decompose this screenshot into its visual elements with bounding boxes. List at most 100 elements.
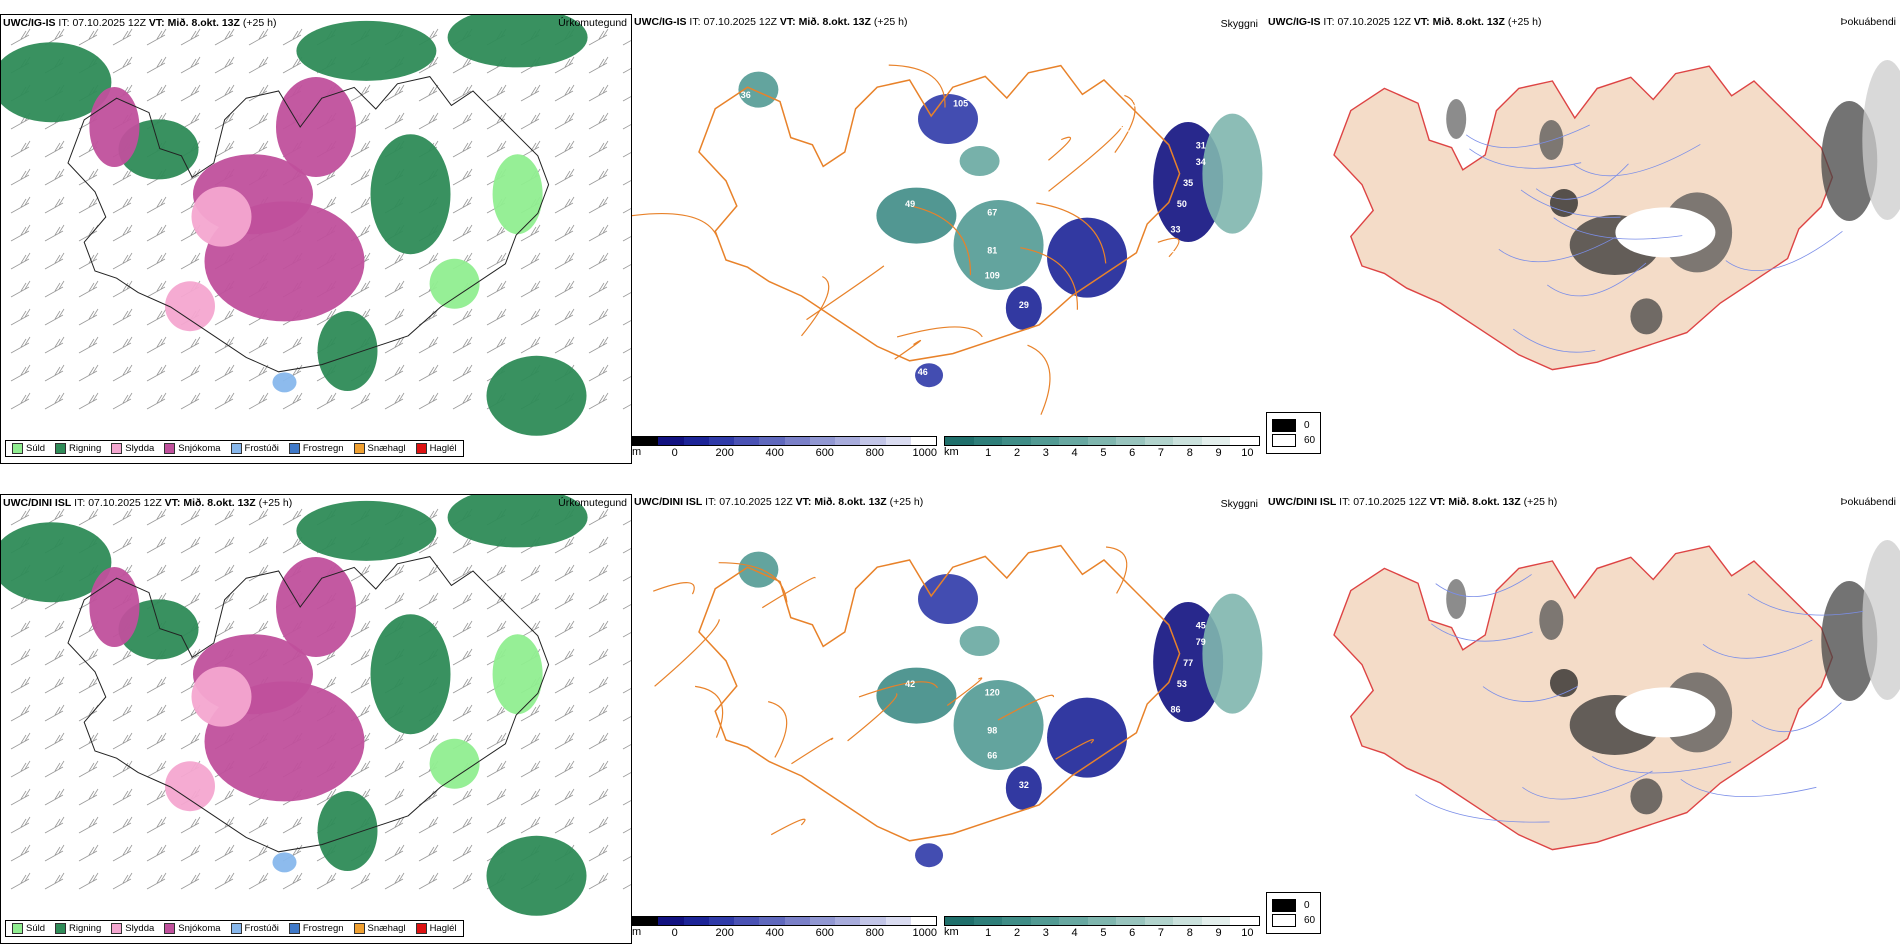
legend-swatch (1272, 914, 1296, 927)
wind-barb (623, 537, 631, 553)
wind-barb (147, 537, 166, 553)
wind-barb (249, 337, 268, 353)
wind-barb (453, 393, 472, 409)
wind-barb (181, 873, 200, 889)
wind-barb (147, 309, 166, 325)
wind-barb (113, 393, 132, 409)
wind-barb (589, 85, 608, 101)
legend-swatch (289, 923, 300, 934)
colorbar-segment (1202, 437, 1231, 445)
legend-swatch (1272, 434, 1296, 447)
wind-barb (589, 197, 608, 213)
colorbar-segment (709, 917, 734, 925)
precip-area (487, 356, 587, 436)
wind-barb (419, 253, 438, 269)
legend-entry: Slydda (111, 923, 154, 934)
legend-label: Rigning (69, 923, 101, 934)
visibility-area (1202, 114, 1262, 234)
panel-title: Þokuábendi (1841, 16, 1896, 28)
wind-barb (623, 169, 631, 185)
wind-barb (215, 565, 234, 581)
wind-barb (45, 281, 64, 297)
wind-barb (623, 225, 631, 241)
fog-legend: 0 60 (1266, 412, 1321, 454)
legend-label: Haglél (430, 923, 457, 934)
wind-barb (113, 509, 132, 525)
wind-barb (181, 85, 200, 101)
wind-barb (45, 197, 64, 213)
panel-header: UWC/DINI ISL IT: 07.10.2025 12Z VT: Mið.… (634, 496, 923, 508)
wind-barb (555, 253, 574, 269)
colorbar-segment (1202, 917, 1231, 925)
wind-barb (555, 169, 574, 185)
colorbar-km: km 1 2 3 4 5 6 7 8 9 10 (944, 436, 1260, 460)
wind-barb (555, 677, 574, 693)
legend-entry: Rigning (55, 443, 101, 454)
legend-label: Rigning (69, 443, 101, 454)
wind-barb (385, 789, 404, 805)
wind-barb (351, 197, 370, 213)
wind-barb (623, 509, 631, 525)
wind-barb (487, 817, 506, 833)
precip-type-panel-top: UWC/IG-IS IT: 07.10.2025 12Z VT: Mið. 8.… (0, 14, 632, 464)
wind-barb (79, 649, 98, 665)
wind-barb (147, 845, 166, 861)
colorbar-segment (734, 437, 759, 445)
wind-barb (11, 677, 30, 693)
wind-barb (283, 57, 302, 73)
colorbar-tick: 4 (1072, 447, 1078, 459)
wind-barb (351, 873, 370, 889)
wind-barb (11, 649, 30, 665)
visibility-value: 38 (855, 216, 865, 226)
wind-barb (623, 649, 631, 665)
wind-barb (623, 85, 631, 101)
visibility-value: 66 (987, 751, 997, 761)
wind-barb (453, 365, 472, 381)
colorbar-segment (1145, 437, 1174, 445)
visibility-value: 29 (1019, 300, 1029, 310)
wind-barb (589, 817, 608, 833)
colorbar-segment (684, 437, 709, 445)
colorbar-tick: 400 (766, 927, 784, 939)
wind-barb (351, 141, 370, 157)
wind-barb (147, 509, 166, 525)
colorbar-tick: 10 (1241, 447, 1253, 459)
wind-barb (385, 365, 404, 381)
wind-barb (113, 677, 132, 693)
wind-barb (215, 337, 234, 353)
legend-swatch (12, 443, 23, 454)
wind-barb (317, 393, 336, 409)
wind-barb (147, 29, 166, 45)
wind-barb (113, 365, 132, 381)
visibility-value: 42 (905, 679, 915, 689)
wind-barb (589, 57, 608, 73)
wind-barb (351, 677, 370, 693)
visibility-value: 49 (905, 199, 915, 209)
legend-label: 60 (1304, 915, 1315, 926)
wind-barb (623, 253, 631, 269)
visibility-area (960, 146, 1000, 176)
visibility-value: 50 (1177, 199, 1187, 209)
wind-barb (521, 789, 540, 805)
wind-barb (623, 197, 631, 213)
wind-barb (589, 393, 608, 409)
visibility-value: 86 (1171, 704, 1181, 714)
wind-barb (623, 845, 631, 861)
wind-barb (11, 169, 30, 185)
visibility-area (918, 94, 978, 144)
visibility-value: 35 (1183, 178, 1193, 188)
wind-barb (555, 565, 574, 581)
colorbar-segment (974, 437, 1003, 445)
legend-swatch (1272, 899, 1296, 912)
wind-barb (521, 761, 540, 777)
wind-barb (589, 281, 608, 297)
wind-barb (419, 565, 438, 581)
wind-barb (181, 393, 200, 409)
wind-barb (181, 29, 200, 45)
wind-barb (351, 393, 370, 409)
colorbar-tick: 9 (1216, 447, 1222, 459)
wind-barb (249, 85, 268, 101)
wind-barb (79, 845, 98, 861)
wind-barb (147, 733, 166, 749)
wind-barb (487, 253, 506, 269)
